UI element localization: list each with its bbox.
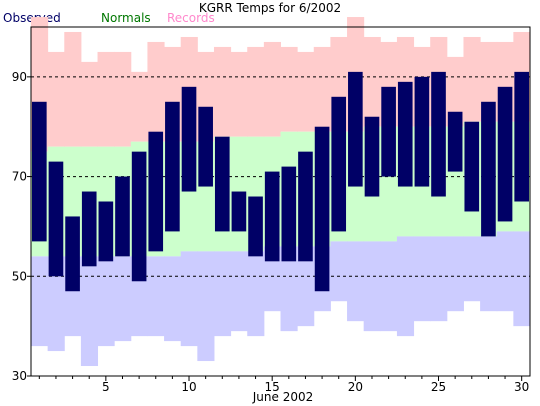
observed-bar — [331, 96, 347, 232]
chart-title: KGRR Temps for 6/2002 — [198, 1, 342, 15]
observed-bar — [98, 201, 114, 262]
record-low-band — [496, 231, 514, 312]
record-low-band — [31, 256, 49, 347]
record-high-band — [297, 51, 315, 132]
observed-bar — [431, 71, 446, 197]
observed-bar — [348, 71, 363, 187]
record-high-band — [280, 46, 298, 132]
record-low-band — [297, 246, 315, 327]
record-high-band — [363, 36, 381, 127]
record-high-band — [47, 51, 65, 147]
observed-bar — [364, 116, 380, 197]
observed-bar — [165, 101, 180, 232]
observed-bar — [381, 86, 396, 177]
record-low-band — [230, 251, 248, 332]
record-low-band — [213, 251, 232, 337]
x-tick-label: 25 — [431, 380, 446, 394]
observed-bar — [281, 166, 297, 262]
y-tick-label: 70 — [12, 170, 27, 184]
record-low-band — [147, 256, 165, 337]
y-tick-label: 50 — [12, 269, 27, 283]
record-low-band — [47, 256, 65, 352]
record-high-band — [463, 36, 481, 122]
observed-bar — [48, 161, 64, 277]
record-high-band — [230, 51, 248, 137]
observed-bar — [231, 191, 247, 232]
record-low-band — [197, 251, 215, 362]
record-low-band — [114, 256, 132, 342]
observed-bar — [81, 191, 97, 267]
x-tick-label: 30 — [514, 380, 529, 394]
observed-bar — [414, 76, 430, 187]
record-high-band — [130, 71, 148, 142]
record-low-band — [347, 241, 365, 322]
observed-bars — [32, 71, 529, 292]
record-low-band — [430, 236, 448, 322]
observed-bar — [214, 136, 230, 232]
x-tick-label: 10 — [181, 380, 196, 394]
record-high-band — [64, 31, 82, 147]
observed-bar — [248, 196, 263, 257]
observed-bar — [65, 216, 80, 292]
record-low-band — [463, 236, 481, 302]
record-low-band — [180, 251, 198, 347]
grid-lines — [31, 76, 530, 277]
y-axis: 30 50 70 90 — [12, 70, 31, 383]
observed-bar — [198, 106, 213, 187]
observed-bar — [397, 81, 413, 187]
observed-bar — [148, 131, 164, 252]
observed-bar — [447, 111, 463, 172]
record-low-band — [263, 246, 281, 312]
observed-bar — [314, 126, 330, 292]
observed-bar — [481, 101, 496, 237]
record-low-band — [363, 241, 381, 332]
legend-normals: Normals — [101, 11, 151, 25]
x-tick-label: 20 — [348, 380, 363, 394]
y-tick-label: 90 — [12, 70, 27, 84]
y-tick-label: 30 — [12, 369, 27, 383]
record-high-band — [247, 46, 265, 137]
record-high-band — [313, 46, 331, 132]
observed-bar — [464, 121, 480, 212]
record-low-band — [513, 231, 531, 327]
observed-bar — [131, 151, 147, 282]
x-tick-label: 5 — [102, 380, 110, 394]
record-low-band — [380, 241, 398, 332]
record-high-band — [446, 56, 464, 127]
record-low-band — [446, 236, 464, 312]
observed-bar — [32, 101, 47, 242]
record-low-band — [164, 256, 182, 342]
observed-bar — [264, 171, 280, 262]
observed-bar — [497, 86, 513, 222]
record-high-band — [147, 41, 165, 142]
record-low-band — [247, 251, 265, 337]
x-tick-label: 15 — [265, 380, 280, 394]
record-low-band — [330, 241, 348, 302]
observed-bar — [115, 176, 130, 257]
record-low-band — [413, 236, 431, 322]
record-low-band — [280, 246, 298, 332]
legend-records: Records — [167, 11, 215, 25]
observed-bar — [181, 86, 197, 192]
observed-bar — [298, 151, 313, 262]
record-high-band — [80, 61, 99, 147]
record-high-band — [213, 46, 232, 137]
plot-frame — [30, 26, 531, 377]
x-axis-title: June 2002 — [252, 390, 314, 404]
record-low-band — [97, 256, 115, 347]
record-low-band — [480, 236, 498, 312]
record-low-band — [80, 256, 99, 367]
record-high-band — [97, 51, 115, 147]
climate-bands — [31, 17, 531, 367]
record-low-band — [396, 236, 415, 337]
x-axis: 5 10 15 20 25 30 — [38, 376, 529, 394]
observed-bar — [514, 71, 529, 202]
record-high-band — [263, 41, 281, 137]
record-high-band — [114, 51, 132, 147]
